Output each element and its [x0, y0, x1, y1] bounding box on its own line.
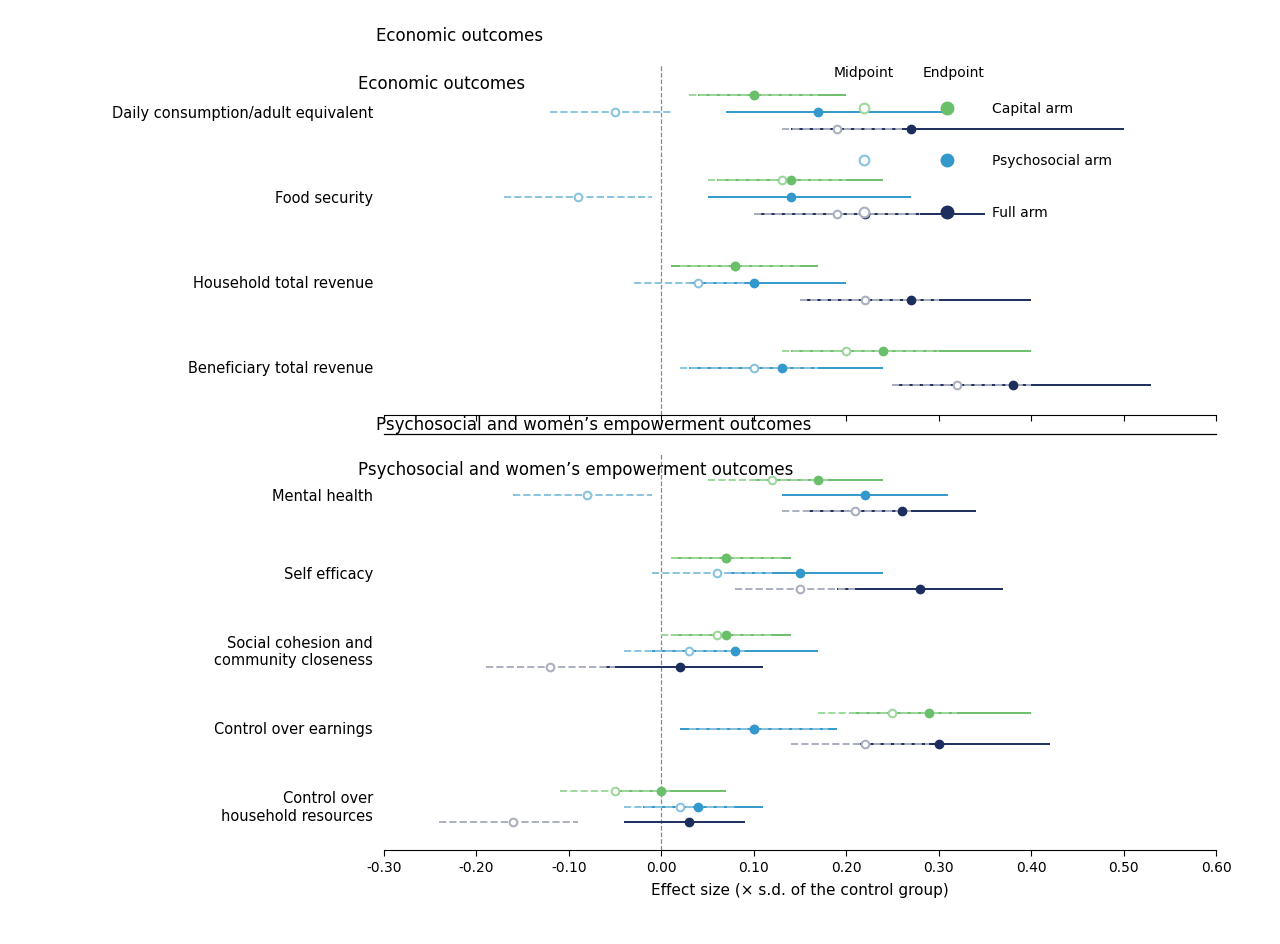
Text: Psychosocial and women’s empowerment outcomes: Psychosocial and women’s empowerment out…	[358, 461, 794, 479]
Text: Endpoint: Endpoint	[923, 66, 984, 80]
Text: Capital arm: Capital arm	[992, 102, 1073, 115]
Text: Midpoint: Midpoint	[833, 66, 895, 80]
Text: Economic outcomes: Economic outcomes	[376, 27, 543, 45]
Text: Psychosocial and women’s empowerment outcomes: Psychosocial and women’s empowerment out…	[376, 415, 812, 433]
Text: Economic outcomes: Economic outcomes	[358, 75, 526, 93]
X-axis label: Effect size (× s.d. of the control group): Effect size (× s.d. of the control group…	[652, 883, 948, 898]
Text: Full arm: Full arm	[992, 206, 1048, 219]
Text: Psychosocial arm: Psychosocial arm	[992, 154, 1112, 167]
